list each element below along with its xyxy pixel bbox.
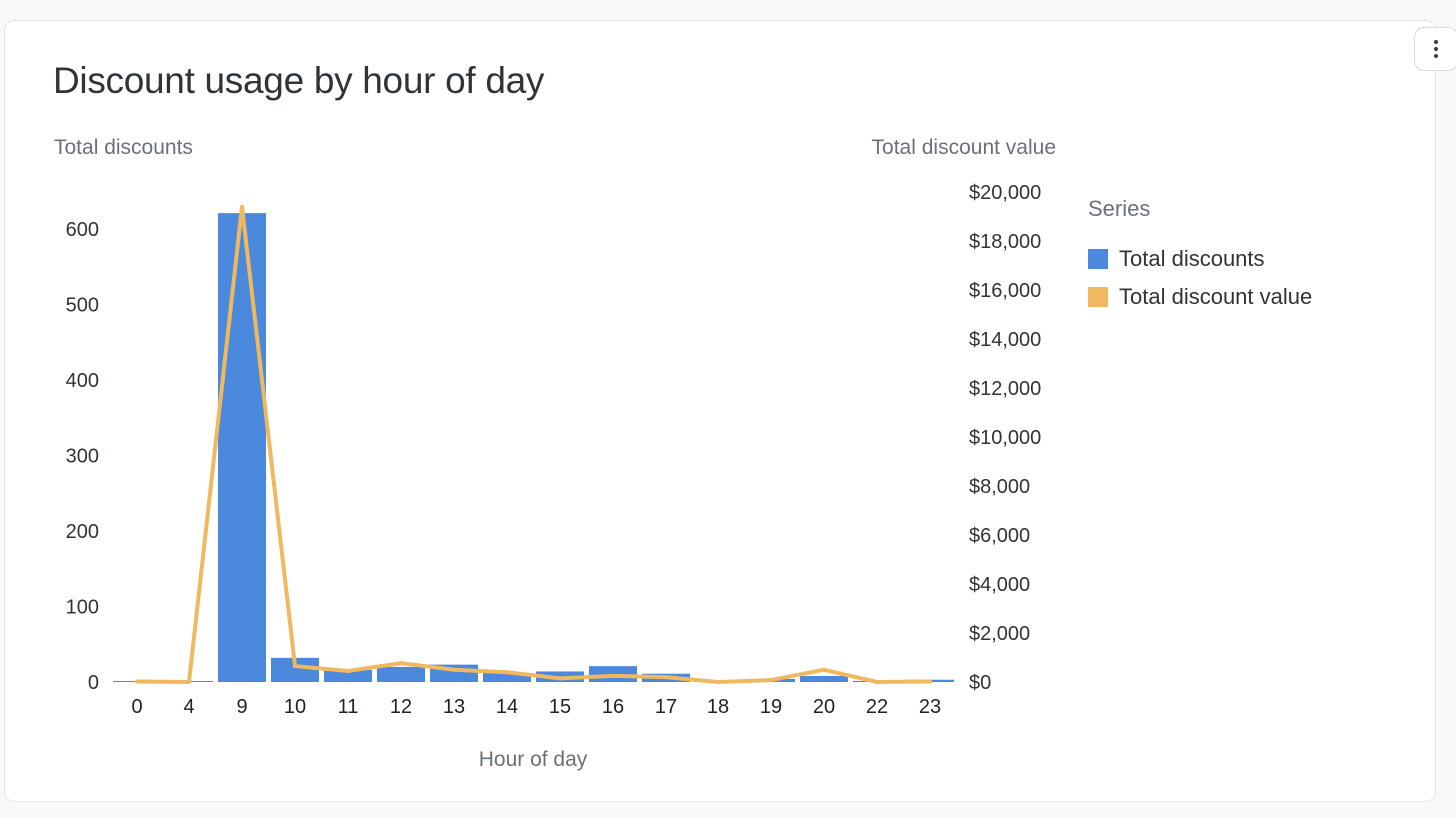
line-point-hour-12[interactable] [399,661,403,666]
line-point-hour-17[interactable] [664,675,668,680]
y2-tick-label: $2,000 [969,623,1030,645]
legend-item-total-discount-value[interactable]: Total discount value [1088,278,1312,316]
line-point-hour-10[interactable] [293,664,297,669]
y2-tick-label: $12,000 [969,378,1041,400]
x-tick-label: 4 [183,696,194,718]
y-tick-label: 100 [66,597,99,619]
x-tick-label: 16 [602,696,624,718]
x-tick-label: 19 [760,696,782,718]
line-point-hour-16[interactable] [611,673,615,678]
y2-tick-label: $18,000 [969,231,1041,253]
bar-hour-11[interactable] [324,669,372,682]
line-series-total-discount-value [136,206,931,685]
y-tick-label: 300 [66,446,99,468]
line-point-hour-22[interactable] [875,680,879,684]
legend-label: Total discounts [1119,246,1265,271]
x-tick-label: 9 [236,696,247,718]
y2-tick-label: $8,000 [969,476,1030,498]
x-tick-label: 22 [866,696,888,718]
line-point-hour-19[interactable] [769,678,773,683]
x-tick-label: 14 [496,696,518,718]
bar-hour-14[interactable] [483,672,531,682]
x-tick-label: 18 [707,696,729,718]
y2-tick-label: $20,000 [969,182,1041,204]
line-point-hour-0[interactable] [135,679,139,684]
y-tick-label: 200 [66,521,99,543]
y-tick-label: 400 [66,370,99,392]
y-tick-label: 0 [88,672,99,694]
y2-axis-title: Total discount value [872,136,1056,159]
y-axis-title: Total discounts [54,136,193,159]
legend-label: Total discount value [1119,284,1313,309]
y2-tick-label: $6,000 [969,525,1030,547]
bar-hour-20[interactable] [800,675,848,682]
x-tick-label: 13 [443,696,465,718]
y2-tick-label: $10,000 [969,427,1041,449]
x-tick-label: 12 [390,696,412,718]
y-tick-label: 600 [66,219,99,241]
x-tick-label: 11 [338,696,359,718]
x-tick-label: 10 [284,696,306,718]
line-point-hour-4[interactable] [187,680,191,684]
bar-hour-12[interactable] [377,666,425,682]
legend-swatch-bars [1088,249,1108,269]
x-tick-label: 15 [549,696,571,718]
x-axis-title: Hour of day [479,748,588,771]
line-point-hour-20[interactable] [822,667,826,672]
chart-title: Discount usage by hour of day [53,60,545,101]
bar-hour-9[interactable] [218,213,266,682]
line-point-hour-23[interactable] [928,679,932,684]
y2-tick-label: $14,000 [969,329,1041,351]
line-point-hour-15[interactable] [558,676,562,681]
card-menu-button[interactable] [1414,27,1456,71]
y-tick-label: 500 [66,295,99,317]
x-tick-label: 0 [131,696,142,718]
x-tick-label: 17 [655,696,677,718]
line-point-hour-14[interactable] [505,670,509,675]
x-tick-label: 20 [813,696,835,718]
legend-swatch-line [1088,287,1108,307]
line-point-hour-13[interactable] [452,667,456,672]
y2-tick-label: $4,000 [969,574,1030,596]
legend-item-total-discounts[interactable]: Total discounts [1088,240,1312,278]
chart-legend: Series Total discounts Total discount va… [1088,196,1312,316]
line-point-hour-18[interactable] [716,680,720,684]
line-point-hour-11[interactable] [346,668,350,673]
legend-title: Series [1088,196,1151,221]
y2-tick-label: $16,000 [969,280,1041,302]
y2-tick-label: $0 [969,672,991,694]
x-tick-label: 23 [919,696,941,718]
more-vertical-icon [1434,40,1438,44]
line-point-hour-9[interactable] [240,204,244,209]
